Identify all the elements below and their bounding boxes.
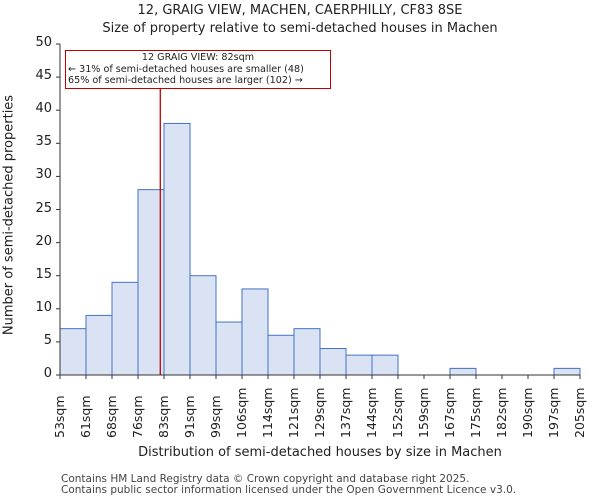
y-tick-label: 45 <box>35 68 52 84</box>
bar-137sqm <box>345 354 373 376</box>
x-tick-label: 129sqm <box>312 387 327 438</box>
x-tick-label: 91sqm <box>182 395 197 438</box>
annotation-smaller: ← 31% of semi-detached houses are smalle… <box>68 63 304 75</box>
y-tick-label: 25 <box>35 200 52 216</box>
x-tick-label: 182sqm <box>494 387 509 438</box>
y-tick-label: 5 <box>43 332 52 348</box>
x-tick-label: 205sqm <box>572 387 587 438</box>
bar-197sqm <box>553 367 581 376</box>
bar-68sqm <box>111 281 139 376</box>
x-tick-label: 68sqm <box>104 395 119 438</box>
y-tick-label: 30 <box>35 167 52 183</box>
y-tick-label: 0 <box>43 366 52 381</box>
bar-144sqm <box>371 354 399 376</box>
bar-167sqm <box>449 367 477 376</box>
bar-106sqm <box>241 288 269 376</box>
x-tick-label: 99sqm <box>208 395 223 438</box>
y-tick-label: 10 <box>35 299 52 315</box>
annotation-title: 12 GRAIG VIEW: 82sqm <box>141 52 255 63</box>
x-tick-label: 152sqm <box>390 387 405 438</box>
property-annotation-box: 12 GRAIG VIEW: 82sqm ← 31% of semi-detac… <box>65 50 331 89</box>
footer-licence: Contains public sector information licen… <box>61 484 517 496</box>
x-tick-label: 76sqm <box>130 395 145 438</box>
x-tick-label: 137sqm <box>338 387 353 438</box>
bar-83sqm <box>163 122 191 376</box>
x-tick-label: 190sqm <box>520 387 535 438</box>
footer-copyright: Contains HM Land Registry data © Crown c… <box>61 473 470 485</box>
x-tick-label: 175sqm <box>468 387 483 438</box>
y-tick-label: 15 <box>35 266 52 282</box>
x-tick-label: 106sqm <box>234 387 249 438</box>
y-tick-label: 35 <box>35 134 52 150</box>
x-tick-label: 121sqm <box>286 387 301 438</box>
bar-99sqm <box>215 321 243 376</box>
bar-114sqm <box>267 334 295 376</box>
x-tick-label: 83sqm <box>156 395 171 438</box>
annotation-larger: 65% of semi-detached houses are larger (… <box>68 75 303 86</box>
x-axis-label: Distribution of semi-detached houses by … <box>138 445 502 460</box>
bar-121sqm <box>293 328 321 376</box>
chart-title-address: 12, GRAIG VIEW, MACHEN, CAERPHILLY, CF83… <box>137 3 463 18</box>
bar-61sqm <box>85 314 113 376</box>
y-tick-label: 50 <box>35 35 52 50</box>
x-tick-label: 197sqm <box>546 387 561 438</box>
x-tick-label: 61sqm <box>78 395 93 438</box>
bar-53sqm <box>59 328 87 376</box>
chart-title: Size of property relative to semi-detach… <box>102 21 498 36</box>
x-tick-label: 144sqm <box>364 387 379 438</box>
x-tick-label: 114sqm <box>260 387 275 438</box>
bar-129sqm <box>319 348 347 376</box>
x-tick-label: 53sqm <box>52 395 67 438</box>
y-tick-label: 20 <box>35 233 52 249</box>
y-tick-label: 40 <box>35 101 52 117</box>
bar-91sqm <box>189 275 217 376</box>
x-tick-label: 159sqm <box>416 387 431 438</box>
x-tick-label: 167sqm <box>442 387 457 438</box>
